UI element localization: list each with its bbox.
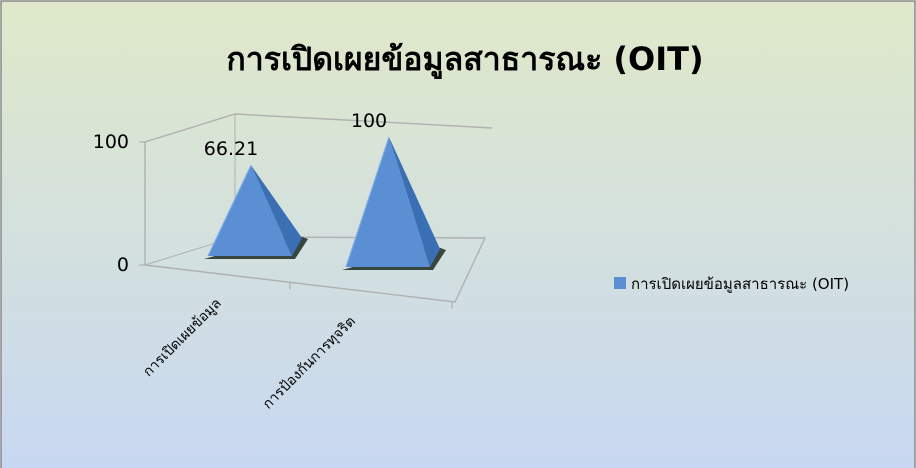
legend: การเปิดเผยข้อมูลสาธารณะ (OIT) — [614, 275, 849, 293]
chart-title: การเปิดเผยข้อมูลสาธารณะ (OIT) — [226, 40, 703, 80]
pyramid-front-face — [346, 137, 430, 267]
pyramid-edge-highlight — [207, 164, 252, 257]
pyramid-side-face — [251, 165, 302, 256]
pyramid-front-face — [208, 165, 292, 256]
legend-label: การเปิดเผยข้อมูลสาธารณะ (OIT) — [631, 275, 849, 293]
y-tick-label: 100 — [93, 131, 129, 153]
data-label: 100 — [351, 110, 387, 132]
pyramid-edge-highlight — [345, 136, 390, 268]
pyramid-side-face — [389, 137, 440, 267]
data-label: 66.21 — [204, 138, 258, 160]
y-tick-label: 0 — [117, 254, 129, 276]
legend-swatch — [614, 277, 626, 289]
back-wall-top-edge — [144, 113, 493, 265]
